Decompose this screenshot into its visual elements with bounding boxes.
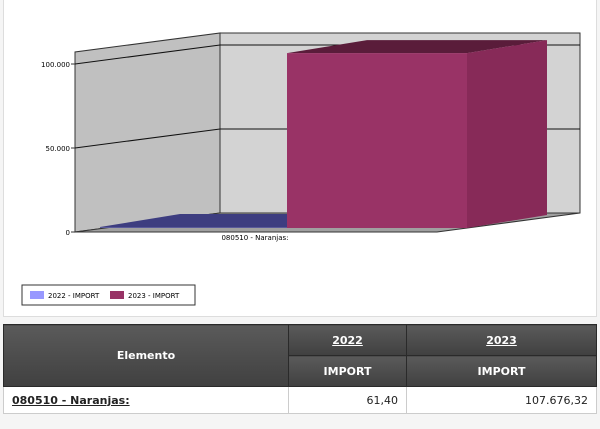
header-measure-2022: IMPORT — [288, 355, 407, 387]
bar-2022 - IMPORT — [100, 227, 287, 228]
data-table: Elemento 2022 2023 IMPORT IMPORT 080510 … — [3, 324, 597, 414]
legend-swatch-2023 — [110, 291, 124, 299]
legend-label-2022: 2022 - IMPORT — [48, 292, 100, 300]
legend-label-2023: 2023 - IMPORT — [128, 292, 180, 300]
header-elemento: Elemento — [3, 324, 289, 387]
x-tick-label: 080510 - Naranjas: — [221, 234, 288, 242]
element-link[interactable]: 080510 - Naranjas: — [3, 386, 289, 414]
y-tick-label: 50.000 — [46, 145, 71, 153]
value-2022: 61,40 — [288, 386, 407, 414]
bar-side-2023 - IMPORT — [467, 40, 547, 228]
y-tick-label: 0 — [66, 229, 70, 237]
legend-swatch-2022 — [30, 291, 44, 299]
header-measure-2023: IMPORT — [406, 355, 597, 387]
legend: 2022 - IMPORT 2023 - IMPORT — [21, 284, 196, 306]
bar-top-2023 - IMPORT — [287, 40, 547, 54]
header-year-2022[interactable]: 2022 — [288, 324, 407, 356]
chart: 0 50.000 100.000 080510 - Naranjas: 2022 - … — [21, 32, 581, 306]
y-tick-label: 100.000 — [41, 61, 70, 69]
table-row: 080510 - Naranjas: 61,40 107.676,32 — [3, 386, 597, 414]
header-year-2023[interactable]: 2023 — [406, 324, 597, 356]
left-wall — [74, 32, 221, 233]
value-2023: 107.676,32 — [406, 386, 597, 414]
bar-2023 - IMPORT — [287, 53, 467, 228]
